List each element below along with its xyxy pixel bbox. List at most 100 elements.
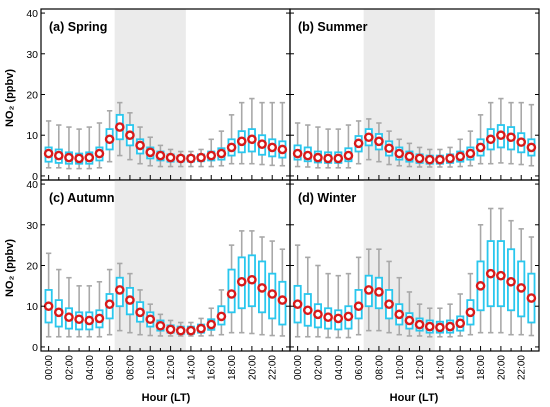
box-p1-6 bbox=[353, 120, 364, 165]
box-p3-10 bbox=[394, 276, 405, 336]
panel-3: 0 10 20 30 40 00:00 02:00 04:00 06:00 08:00 10:00 1… bbox=[26, 179, 291, 380]
mean-point-p3-23 bbox=[526, 293, 537, 303]
mean-point-p2-1 bbox=[53, 307, 64, 318]
box-p0-3 bbox=[74, 128, 84, 170]
mean-point-p0-15 bbox=[196, 152, 206, 163]
x-tick-label-p3-0: 00:00 bbox=[293, 355, 304, 380]
y-tick-label-p0-2: 20 bbox=[26, 90, 38, 102]
y-tick-label-p0-1: 10 bbox=[26, 130, 38, 142]
box-p2-1 bbox=[53, 268, 64, 338]
mean-point-p2-14 bbox=[186, 325, 196, 336]
box-p2-7 bbox=[114, 262, 125, 332]
mean-point-p0-13 bbox=[175, 153, 186, 164]
box-p2-4 bbox=[84, 285, 95, 338]
box-p1-13 bbox=[424, 148, 435, 168]
x-tick-label-p2-7: 14:00 bbox=[186, 355, 197, 380]
box-p0-19 bbox=[236, 101, 247, 165]
mean-point-p1-21 bbox=[506, 132, 516, 143]
mean-point-p3-15 bbox=[445, 321, 455, 332]
box-p2-9 bbox=[135, 289, 145, 336]
x-tick-label-p3-5: 10:00 bbox=[395, 355, 406, 380]
box-p2-19 bbox=[236, 230, 247, 334]
mean-point-p1-9 bbox=[384, 143, 394, 154]
mean-point-p0-22 bbox=[267, 142, 278, 153]
mean-point-p2-12 bbox=[165, 324, 176, 335]
mean-point-p3-11 bbox=[404, 315, 415, 326]
mean-point-p3-6 bbox=[353, 301, 364, 312]
box-p1-7 bbox=[363, 118, 374, 161]
box-p2-8 bbox=[125, 272, 135, 334]
mean-point-p2-22 bbox=[267, 289, 278, 299]
mean-point-p3-5 bbox=[343, 311, 354, 322]
box-p2-22 bbox=[267, 240, 278, 337]
mean-point-p2-4 bbox=[84, 315, 95, 326]
box-p2-23 bbox=[277, 248, 288, 337]
x-tick-label-p3-2: 04:00 bbox=[334, 355, 345, 380]
mean-point-p3-22 bbox=[516, 283, 527, 293]
mean-point-p1-4 bbox=[333, 153, 344, 164]
box-p3-13 bbox=[424, 307, 435, 338]
x-tick-label-p3-7: 14:00 bbox=[435, 355, 446, 380]
panel-4: 00:00 02:00 04:00 06:00 08:00 10:00 12:00 14:00… bbox=[289, 179, 540, 380]
panel-2: (b) Summer bbox=[289, 8, 540, 181]
box-p2-20 bbox=[247, 230, 257, 335]
mean-point-p3-8 bbox=[374, 287, 384, 297]
mean-point-p1-17 bbox=[465, 148, 476, 159]
x-tick-label-p2-8: 16:00 bbox=[207, 355, 218, 380]
x-tick-label-p3-1: 02:00 bbox=[313, 355, 324, 380]
mean-point-p0-18 bbox=[226, 142, 237, 153]
mean-point-p1-6 bbox=[353, 138, 364, 149]
box-p1-5 bbox=[343, 124, 354, 169]
panel-title-p3: (d) Winter bbox=[298, 191, 356, 205]
mean-point-p2-23 bbox=[277, 295, 288, 305]
mean-point-p3-9 bbox=[384, 299, 394, 309]
mean-point-p1-22 bbox=[516, 137, 527, 147]
box-p2-18 bbox=[226, 244, 237, 334]
mean-point-p3-21 bbox=[506, 276, 516, 287]
x-tick-label-p2-6: 12:00 bbox=[166, 355, 177, 380]
box-p2-11 bbox=[155, 313, 166, 337]
mean-point-p1-10 bbox=[394, 148, 405, 159]
mean-point-p2-6 bbox=[104, 299, 115, 309]
box-p2-6 bbox=[104, 268, 115, 336]
mean-point-p0-1 bbox=[53, 150, 64, 161]
box-p1-0 bbox=[292, 122, 303, 168]
box-p0-4 bbox=[84, 126, 95, 170]
box-p0-14 bbox=[186, 150, 196, 168]
mean-point-p1-20 bbox=[496, 130, 506, 141]
box-p2-10 bbox=[145, 303, 156, 337]
x-tick-label-p3-8: 16:00 bbox=[456, 355, 467, 380]
mean-point-p0-14 bbox=[186, 153, 196, 164]
x-tick-label-p2-11: 22:00 bbox=[268, 355, 279, 380]
box-p1-11 bbox=[404, 142, 415, 168]
mean-point-p2-21 bbox=[257, 283, 267, 293]
mean-point-p0-6 bbox=[104, 134, 115, 145]
box-p2-13 bbox=[175, 321, 186, 337]
box-p3-12 bbox=[414, 303, 425, 337]
box-p1-18 bbox=[475, 114, 486, 165]
panel-title-p2: (c) Autumn bbox=[49, 191, 115, 205]
mean-point-p2-17 bbox=[216, 311, 227, 322]
mean-point-p1-5 bbox=[343, 150, 354, 161]
x-tick-label-p2-10: 20:00 bbox=[247, 355, 258, 380]
box-p0-18 bbox=[226, 114, 237, 165]
mean-point-p2-8 bbox=[125, 295, 135, 305]
y-tick-label-p0-0: 0 bbox=[32, 171, 38, 183]
mean-point-p1-16 bbox=[455, 151, 466, 162]
mean-point-p1-23 bbox=[526, 142, 537, 153]
box-p3-21 bbox=[506, 219, 516, 336]
x-tick-label-p2-2: 04:00 bbox=[85, 355, 96, 380]
mean-point-p0-8 bbox=[125, 130, 135, 141]
mean-point-p3-2 bbox=[313, 309, 323, 320]
mean-point-p3-16 bbox=[455, 318, 466, 329]
box-p2-0 bbox=[43, 252, 54, 338]
mean-point-p1-14 bbox=[435, 154, 445, 165]
box-p3-20 bbox=[496, 207, 506, 334]
box-p1-16 bbox=[455, 138, 466, 168]
mean-point-p1-8 bbox=[374, 136, 384, 147]
box-p3-2 bbox=[313, 264, 323, 338]
mean-point-p1-15 bbox=[445, 153, 455, 164]
box-p0-21 bbox=[257, 101, 267, 166]
y-tick-label-p2-1: 10 bbox=[26, 301, 38, 313]
mean-point-p3-17 bbox=[465, 307, 476, 318]
